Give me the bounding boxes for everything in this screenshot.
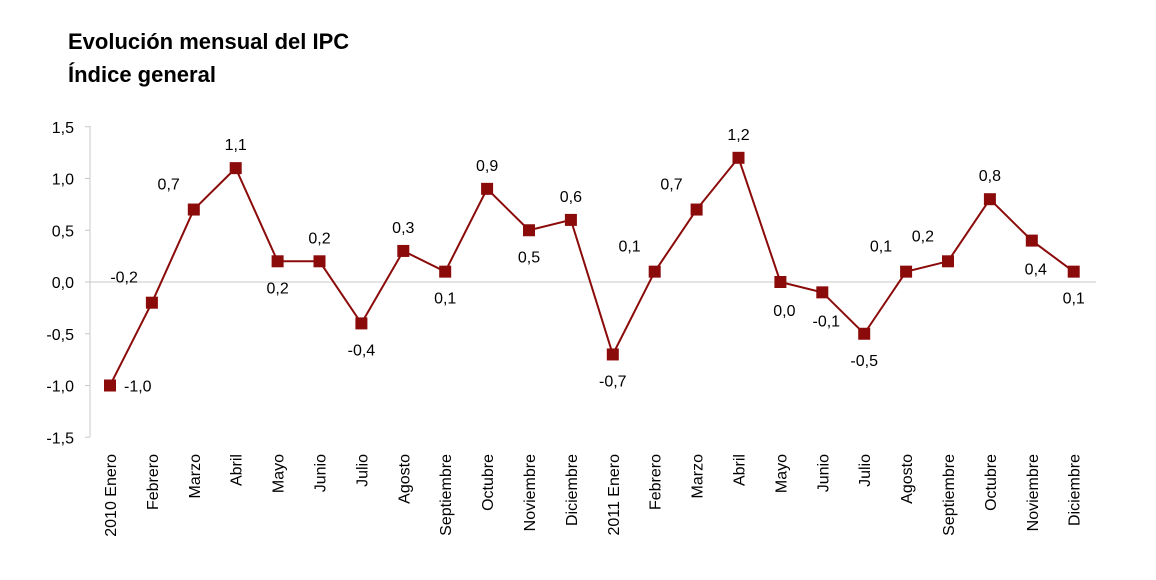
y-tick-label: -1,0 <box>46 379 74 396</box>
y-tick-label: 0,5 <box>52 223 74 240</box>
data-label: 0,7 <box>158 177 180 194</box>
data-label: -0,1 <box>813 313 841 330</box>
y-tick-label: -1,5 <box>46 430 74 447</box>
y-axis-ticks: 1,5 1,0 0,5 0,0 -0,5 -1,0 -1,5 <box>46 120 90 447</box>
data-label: 1,1 <box>225 137 247 154</box>
data-point <box>858 327 871 340</box>
y-tick-label: 1,5 <box>52 120 74 137</box>
data-label: -0,2 <box>110 270 138 287</box>
x-tick-label: Mayo <box>773 454 790 493</box>
x-tick-label: Julio <box>354 454 371 487</box>
data-label: -0,7 <box>599 373 627 390</box>
x-tick-label: Marzo <box>690 454 707 499</box>
data-point <box>187 203 200 216</box>
chart-title: Evolución mensual del IPC <box>68 29 350 54</box>
x-tick-label: Septiembre <box>941 454 958 536</box>
data-label: 0,3 <box>392 220 414 237</box>
data-label: 0,2 <box>308 230 330 247</box>
x-tick-label: Junio <box>313 454 330 492</box>
x-tick-label: Abril <box>229 454 246 486</box>
data-label: -1,0 <box>124 379 152 396</box>
x-tick-label: Octubre <box>983 454 1000 511</box>
x-tick-label: Junio <box>815 454 832 492</box>
data-label: 0,4 <box>1025 262 1047 279</box>
data-point <box>229 162 242 175</box>
data-label: 0,1 <box>618 239 640 256</box>
data-point <box>690 203 703 216</box>
x-axis-ticks: 2010 Enero Febrero Marzo Abril Mayo Junio Juli… <box>103 454 1084 537</box>
x-tick-label: Agosto <box>396 454 413 504</box>
y-tick-label: -0,5 <box>46 327 74 344</box>
series-line-group <box>104 151 1080 392</box>
x-tick-label: 2011 Enero <box>606 454 623 536</box>
data-label: 0,7 <box>660 177 682 194</box>
data-point <box>439 265 452 278</box>
x-tick-label: Diciembre <box>1067 454 1084 526</box>
data-point <box>774 276 787 288</box>
data-point <box>397 244 410 257</box>
x-tick-label: Febrero <box>648 454 665 510</box>
x-tick-label: Agosto <box>899 454 916 504</box>
data-label: 0,8 <box>979 168 1001 185</box>
data-point <box>732 151 745 164</box>
data-point <box>1025 234 1038 247</box>
data-point <box>900 265 913 278</box>
x-tick-label: Noviembre <box>522 454 539 531</box>
x-tick-label: Julio <box>857 454 874 487</box>
data-point <box>271 255 284 268</box>
y-tick-label: 1,0 <box>52 172 74 189</box>
x-tick-label: Septiembre <box>438 454 455 536</box>
series-line <box>109 155 1075 386</box>
data-label: 1,2 <box>727 127 749 144</box>
data-point <box>481 182 494 195</box>
data-label: 0,2 <box>266 280 288 297</box>
data-point <box>606 348 619 361</box>
data-point <box>648 265 661 278</box>
data-point <box>942 255 954 268</box>
data-point <box>523 224 535 237</box>
data-label: 0,9 <box>476 158 498 175</box>
x-tick-label: 2010 Enero <box>103 454 120 537</box>
data-point <box>983 193 996 206</box>
chart-subtitle: Índice general <box>68 62 216 87</box>
data-label: -0,5 <box>850 353 878 370</box>
data-label: 0,2 <box>912 228 934 245</box>
x-tick-label: Noviembre <box>1025 454 1042 531</box>
data-point <box>1067 265 1080 278</box>
data-labels: -1,0 -0,2 0,7 1,1 0,2 0,2 -0,4 0,3 0,1 0,9 0,5 0,6 -… <box>110 127 1085 396</box>
x-tick-label: Marzo <box>187 454 204 499</box>
data-label: 0,1 <box>434 291 456 308</box>
x-tick-label: Diciembre <box>564 454 581 526</box>
data-label: 0,1 <box>870 239 892 256</box>
data-point <box>104 379 116 392</box>
data-point <box>313 255 326 268</box>
data-label: 0,1 <box>1063 291 1085 308</box>
data-label: 0,0 <box>773 303 795 320</box>
data-point <box>816 286 829 299</box>
x-tick-label: Mayo <box>271 454 288 493</box>
x-tick-label: Febrero <box>145 454 162 510</box>
data-label: 0,6 <box>560 189 582 206</box>
data-point <box>355 317 368 330</box>
x-tick-label: Octubre <box>480 454 497 511</box>
y-tick-label: 0,0 <box>52 275 74 292</box>
data-point <box>145 296 158 309</box>
data-label: -0,4 <box>348 342 376 359</box>
data-label: 0,5 <box>518 249 540 266</box>
data-point <box>564 213 577 226</box>
x-tick-label: Abril <box>732 454 749 486</box>
